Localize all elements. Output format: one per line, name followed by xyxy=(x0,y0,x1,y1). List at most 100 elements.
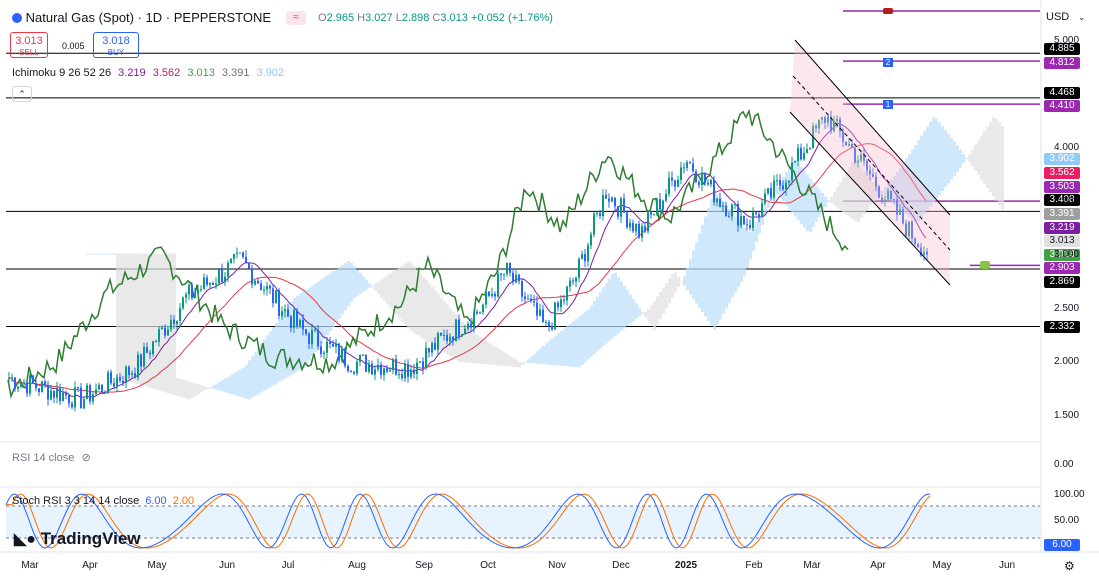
cloud-segment xyxy=(218,381,221,391)
candle-body xyxy=(425,347,427,369)
candle-body xyxy=(848,144,850,146)
candle-body xyxy=(272,288,274,303)
candle-body xyxy=(350,370,352,372)
spread-value: 0.005 xyxy=(62,41,85,51)
time-tick-label: Jun xyxy=(218,560,236,571)
time-tick-label: May xyxy=(932,560,952,571)
annotation-badge-2[interactable]: 2 xyxy=(883,58,893,67)
cloud-segment xyxy=(902,163,905,213)
candle-body xyxy=(20,382,22,387)
candle-body xyxy=(839,119,841,132)
time-tick-label: Apr xyxy=(82,560,98,571)
price-tag: 3.013 xyxy=(1044,235,1080,247)
candle-body xyxy=(482,304,484,313)
cloud-segment xyxy=(242,367,245,398)
cloud-segment xyxy=(134,253,137,384)
sell-button[interactable]: 3.013 SELL xyxy=(10,32,48,58)
candle-body xyxy=(386,368,388,372)
candle-body xyxy=(248,262,250,269)
cloud-segment xyxy=(494,346,497,366)
cloud-segment xyxy=(716,194,719,325)
candle-body xyxy=(752,212,754,228)
candle-body xyxy=(428,347,430,353)
cloud-segment xyxy=(368,283,371,288)
price-tick-label: 2.500 xyxy=(1054,302,1080,314)
candle-body xyxy=(47,385,49,400)
cloud-segment xyxy=(791,162,794,213)
candle-body xyxy=(455,319,457,341)
cloud-segment xyxy=(476,335,479,364)
candle-body xyxy=(827,116,829,123)
ichimoku-legend[interactable]: Ichimoku 9 26 52 26 3.219 3.562 3.013 3.… xyxy=(12,67,285,79)
cloud-segment xyxy=(845,172,848,215)
candle-body xyxy=(878,186,880,198)
candle-body xyxy=(218,269,220,284)
price-tag: 3.902 xyxy=(1044,153,1080,165)
candle-body xyxy=(581,254,583,259)
time-tick-label: Jun xyxy=(998,560,1016,571)
cloud-segment xyxy=(362,276,365,292)
compare-icon[interactable]: ≈ xyxy=(286,11,306,25)
currency-selector[interactable]: USD ⌄ xyxy=(1046,11,1085,23)
candle-body xyxy=(620,198,622,217)
cloud-segment xyxy=(161,253,164,392)
cloud-segment xyxy=(293,297,296,374)
cloud-segment xyxy=(317,281,320,348)
candle-body xyxy=(737,203,739,226)
candle-body xyxy=(377,364,379,370)
candle-body xyxy=(338,343,340,361)
candle-body xyxy=(197,289,199,294)
collapse-legend-button[interactable]: ⌃ xyxy=(12,86,32,102)
cloud-segment xyxy=(743,227,746,277)
settings-gear-icon[interactable]: ⚙ xyxy=(1064,559,1075,573)
ichimoku-tenkan-value: 3.219 xyxy=(118,67,146,79)
stoch-legend[interactable]: Stoch RSI 3 3 14 14 close 6.00 2.00 xyxy=(12,495,195,507)
cloud-segment xyxy=(914,144,917,222)
cloud-segment xyxy=(614,272,617,336)
candle-body xyxy=(704,172,706,183)
candle-body xyxy=(866,160,868,171)
candle-body xyxy=(689,162,691,164)
buy-button[interactable]: 3.018 BUY xyxy=(93,32,139,58)
cloud-segment xyxy=(209,387,212,389)
candle-body xyxy=(545,322,547,324)
cloud-segment xyxy=(503,352,506,367)
candle-body xyxy=(479,312,481,314)
candle-body xyxy=(473,311,475,328)
annotation-badge-1[interactable]: 1 xyxy=(883,100,893,109)
candle-body xyxy=(209,282,211,285)
symbol-header[interactable]: Natural Gas (Spot) · 1D · PEPPERSTONE xyxy=(12,10,271,25)
cloud-segment xyxy=(527,359,530,363)
ichimoku-cloud xyxy=(86,117,1004,400)
candle-body xyxy=(155,341,157,343)
candle-body xyxy=(629,222,631,228)
candle-body xyxy=(170,319,172,330)
cloud-segment xyxy=(674,272,677,293)
cloud-segment xyxy=(599,292,602,349)
candle-body xyxy=(77,387,79,389)
kijun-line xyxy=(7,143,927,394)
candle-body xyxy=(533,301,535,303)
price-tag: 4.468 xyxy=(1044,87,1080,99)
cloud-segment xyxy=(434,290,437,347)
eye-off-icon[interactable]: ⊘ xyxy=(81,452,91,464)
candle-body xyxy=(647,212,649,232)
time-tick-label: Sep xyxy=(415,560,433,571)
candle-body xyxy=(443,334,445,336)
candle-body xyxy=(65,392,67,396)
cloud-segment xyxy=(152,253,155,389)
candle-body xyxy=(29,375,31,394)
cloud-segment xyxy=(851,162,854,220)
candle-body xyxy=(167,329,169,336)
price-tick-label: 5.000 xyxy=(1054,35,1080,46)
cloud-segment xyxy=(359,273,362,294)
cloud-segment xyxy=(479,336,482,364)
candle-body xyxy=(497,273,499,297)
tradingview-logo: ◣● TradingView xyxy=(14,529,141,548)
cloud-segment xyxy=(104,253,107,255)
candle-body xyxy=(323,352,325,354)
candle-body xyxy=(890,190,892,200)
rsi-legend[interactable]: RSI 14 close ⊘ xyxy=(12,452,91,464)
candle-body xyxy=(383,368,385,375)
